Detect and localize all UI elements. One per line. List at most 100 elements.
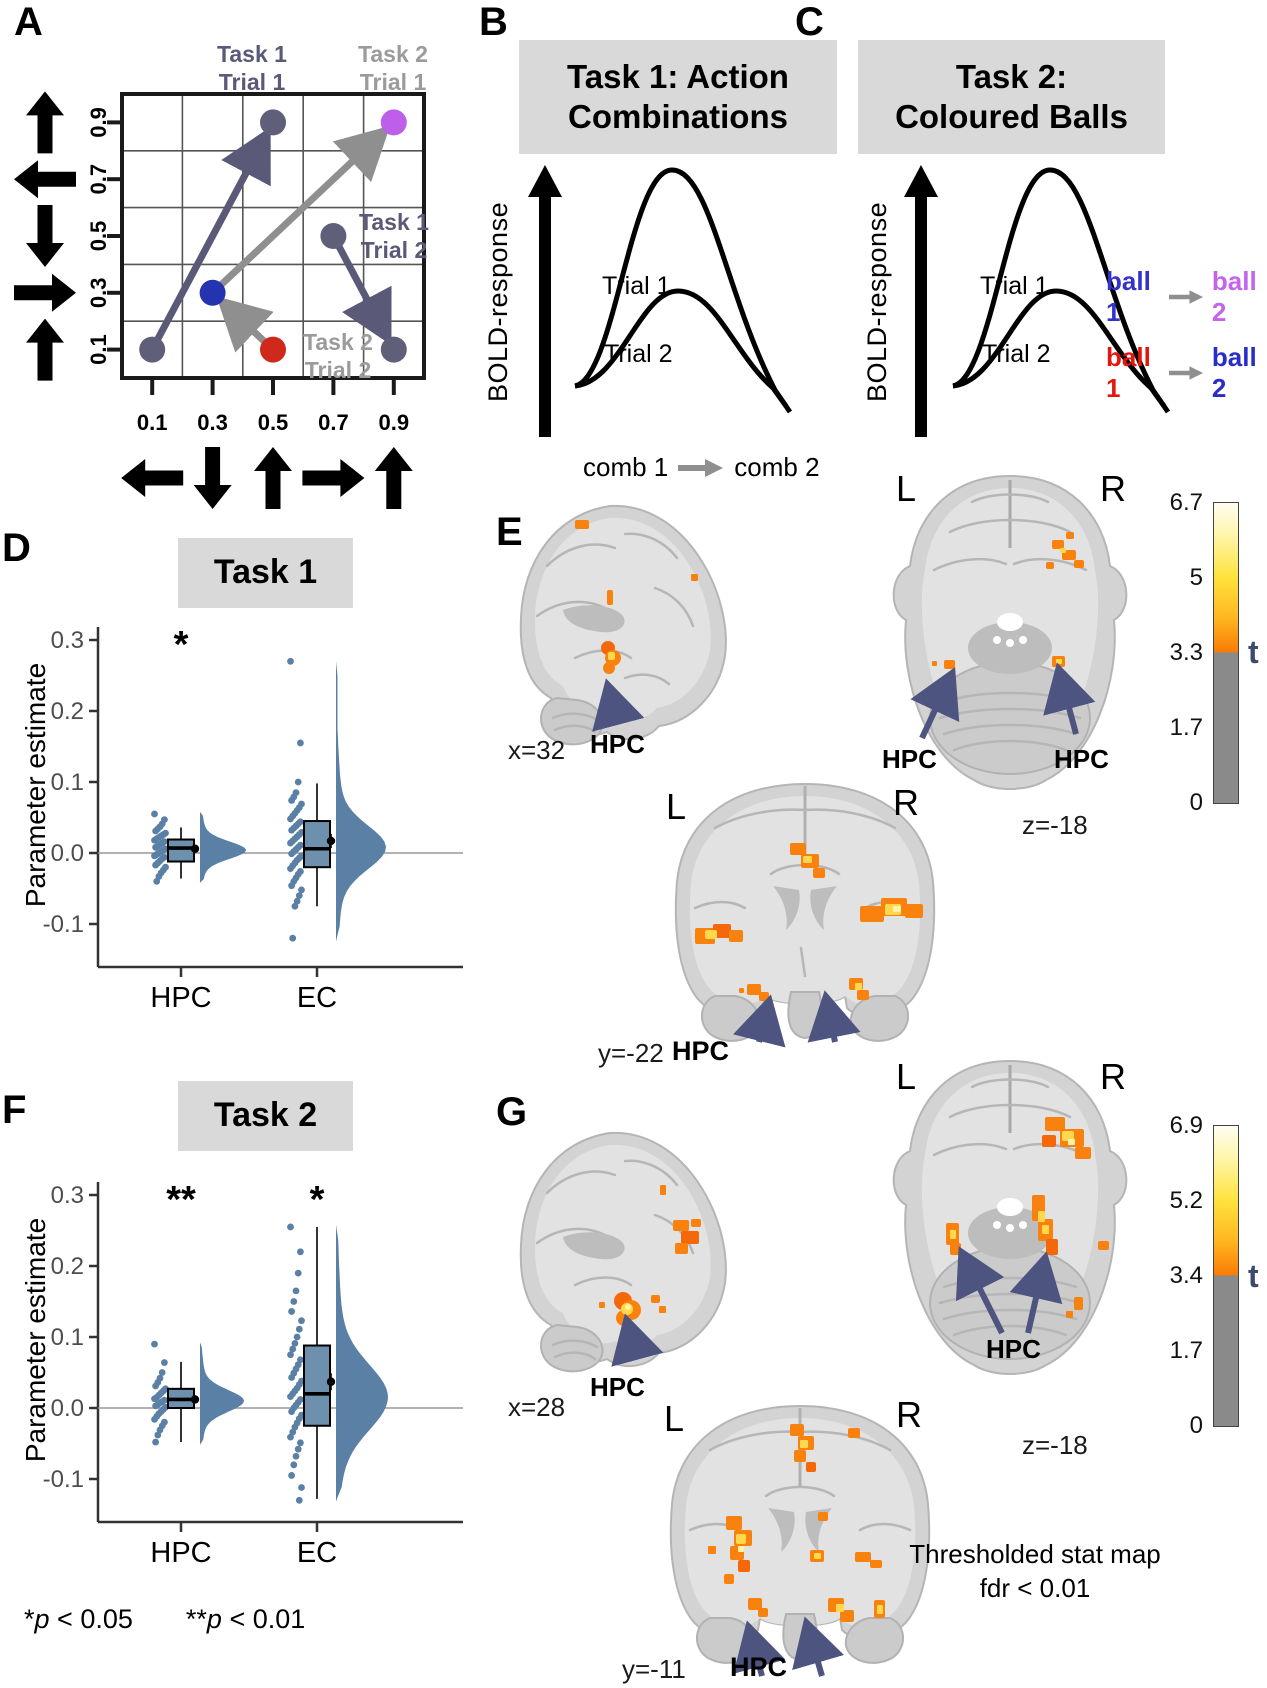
trial1-label-c: Trial 1 — [980, 272, 1049, 300]
svg-text:EC: EC — [297, 982, 337, 1014]
sagittal-coord-g: x=28 — [508, 1392, 566, 1422]
ball1-label-row2: ball 1 — [1106, 342, 1151, 403]
threshold-note: Thresholded stat map fdr < 0.01 — [905, 1538, 1165, 1606]
sig1-p: p — [34, 1604, 50, 1634]
task2-plot-header: Task 2 — [178, 1081, 353, 1151]
svg-text:0.3: 0.3 — [51, 627, 84, 654]
svg-text:Task 1: Task 1 — [359, 209, 429, 235]
svg-text:0.2: 0.2 — [51, 1253, 84, 1280]
axial-slice-e — [892, 474, 1128, 790]
svg-text:Trial 2: Trial 2 — [305, 357, 371, 383]
trial1-label-b: Trial 1 — [602, 272, 671, 300]
gray-arrow-icon — [678, 458, 724, 477]
sig2-p: p — [206, 1604, 222, 1634]
colorbar-tick: 5.2 — [1169, 1187, 1203, 1214]
hpc-label-axial-g: HPC — [986, 1334, 1041, 1364]
svg-text:HPC: HPC — [150, 982, 211, 1014]
comb1-label: comb 1 — [583, 452, 669, 482]
coronal-slice-e — [674, 782, 936, 1048]
colorbar-tick: 0 — [1189, 1412, 1203, 1439]
t-colorbar-g — [1213, 1125, 1239, 1427]
left-label-coronal-g: L — [664, 1398, 685, 1439]
sagittal-slice-e — [519, 504, 727, 746]
left-label-coronal-e: L — [666, 786, 687, 827]
ball-legend-row1: ball 1 ball 2 — [1106, 266, 1267, 328]
hpc-label-sagittal-g: HPC — [590, 1372, 645, 1402]
hpc-label-axial-right-e: HPC — [1054, 744, 1109, 774]
svg-text:-0.1: -0.1 — [43, 1466, 84, 1493]
gray-arrow-icon — [1169, 366, 1204, 380]
colorbar-tick: 3.3 — [1169, 639, 1203, 666]
panel-f-label: F — [2, 1088, 27, 1132]
hpc-label-axial-left-e: HPC — [882, 744, 937, 774]
t-stat-label-e: t — [1248, 634, 1259, 670]
sig1-star: * — [24, 1604, 35, 1634]
t-colorbar-ticks-e: 6.7 5 3.3 1.7 0 — [1130, 489, 1203, 816]
task2-header: Task 2: Coloured Balls — [858, 40, 1165, 154]
svg-text:0.5: 0.5 — [258, 410, 289, 435]
bold-curves-c — [952, 167, 1171, 414]
svg-text:HPC: HPC — [150, 1537, 211, 1569]
t-colorbar-e — [1213, 502, 1239, 804]
svg-text:Trial 1: Trial 1 — [360, 69, 427, 95]
axial-slice-g — [892, 1059, 1128, 1375]
trial2-label-c: Trial 2 — [982, 340, 1051, 368]
svg-text:0.1: 0.1 — [51, 1324, 84, 1351]
coronal-coord-g: y=-11 — [622, 1654, 686, 1684]
task1-header-line1: Task 1: Action — [567, 57, 789, 95]
colorbar-tick: 0 — [1189, 789, 1203, 816]
sig1-rest: < 0.05 — [49, 1604, 133, 1634]
significance-footnote: *p < 0.05 **p < 0.01 — [24, 1604, 305, 1635]
task1-plot-header: Task 1 — [178, 538, 353, 608]
right-label-axial-e: R — [1100, 468, 1126, 509]
panel-g-label: G — [496, 1090, 528, 1134]
svg-text:0.5: 0.5 — [86, 221, 111, 252]
panel-a-label: A — [14, 0, 43, 44]
colorbar-tick: 3.4 — [1169, 1262, 1203, 1289]
svg-text:Trial 2: Trial 2 — [361, 237, 427, 263]
task2-header-line1: Task 2: — [955, 57, 1068, 95]
svg-text:Task 1: Task 1 — [217, 41, 287, 67]
colorbar-tick: 1.7 — [1169, 1337, 1203, 1364]
svg-text:0.7: 0.7 — [318, 410, 349, 435]
svg-text:*: * — [174, 624, 189, 666]
t-stat-label-g: t — [1248, 1258, 1259, 1294]
svg-text:0.2: 0.2 — [51, 698, 84, 725]
hpc-label-coronal-e: HPC — [672, 1036, 730, 1066]
svg-text:0.1: 0.1 — [137, 410, 168, 435]
right-label-coronal-e: R — [893, 782, 919, 823]
svg-text:0.3: 0.3 — [197, 410, 228, 435]
panel-e-label: E — [496, 510, 523, 554]
svg-text:0.7: 0.7 — [86, 164, 111, 195]
task1-header-line2: Combinations — [567, 98, 788, 135]
left-label-axial-g: L — [896, 1056, 917, 1097]
svg-text:**: ** — [166, 1179, 196, 1221]
threshold-note-line2: fdr < 0.01 — [979, 1572, 1091, 1603]
colorbar-tick: 6.9 — [1169, 1112, 1203, 1139]
threshold-note-line1: Thresholded stat map — [909, 1539, 1161, 1569]
gray-arrow-icon — [1169, 290, 1204, 304]
svg-text:0.9: 0.9 — [379, 410, 410, 435]
comb-transition: comb 1 comb 2 — [583, 452, 820, 483]
svg-text:0.3: 0.3 — [51, 1182, 84, 1209]
trial2-label-b: Trial 2 — [604, 340, 673, 368]
svg-text:0.0: 0.0 — [51, 840, 84, 867]
svg-text:0.1: 0.1 — [86, 334, 111, 365]
svg-text:0.1: 0.1 — [51, 769, 84, 796]
bold-axis-label-c: BOLD-response — [862, 201, 892, 403]
colorbar-tick: 6.7 — [1169, 489, 1203, 516]
hpc-label-coronal-g: HPC — [730, 1652, 788, 1682]
coronal-slice-g — [669, 1404, 931, 1677]
svg-text:0.0: 0.0 — [51, 1395, 84, 1422]
svg-text:Parameter estimate: Parameter estimate — [25, 663, 51, 907]
sagittal-coord-e: x=32 — [508, 735, 566, 765]
svg-text:0.9: 0.9 — [86, 107, 111, 138]
panel-b-label: B — [479, 0, 508, 44]
bold-axis-arrow-c — [904, 165, 938, 437]
task1-header: Task 1: Action Combinations — [519, 40, 837, 154]
sig2-star: ** — [185, 1604, 207, 1634]
axial-coord-e: z=-18 — [1022, 810, 1088, 840]
